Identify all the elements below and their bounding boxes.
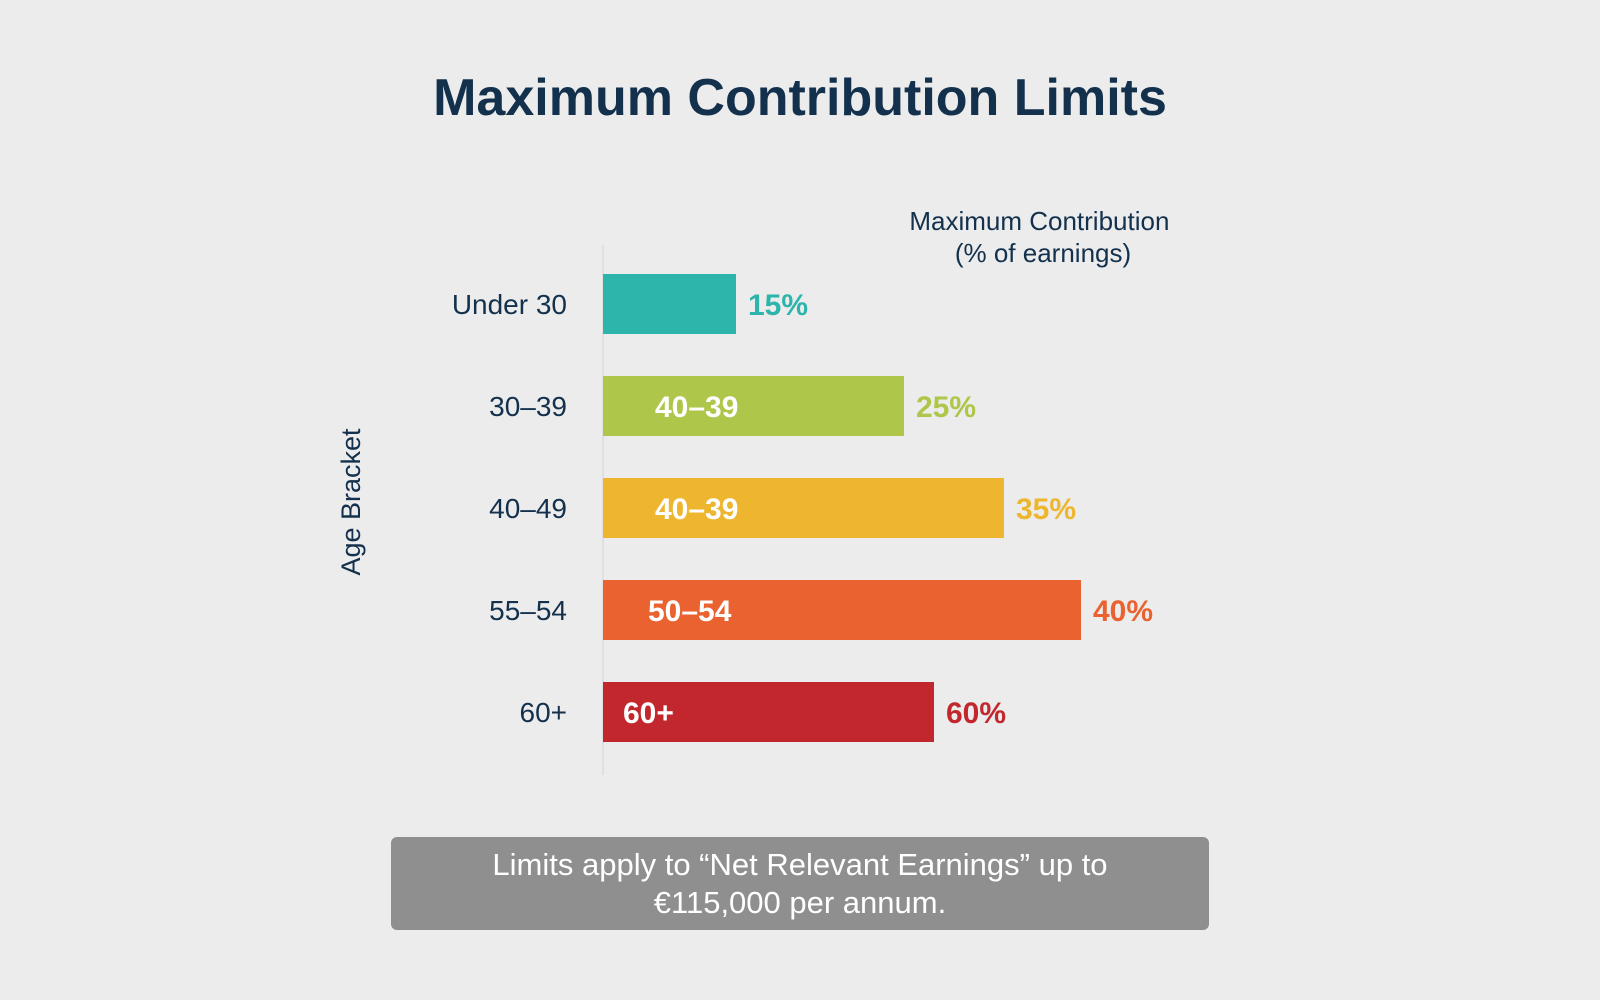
y-axis-label: Age Bracket [336, 428, 366, 576]
category-label: 40–49 [489, 493, 567, 524]
bar-inner-label: 50–54 [648, 595, 732, 628]
value-label: 15% [748, 289, 808, 322]
bar [603, 682, 934, 742]
bar-inner-label: 60+ [623, 697, 674, 730]
bar [603, 580, 1081, 640]
chart-title: Maximum Contribution Limits [433, 69, 1167, 127]
category-label: 30–39 [489, 391, 567, 422]
bar-inner-label: 40–39 [655, 391, 738, 424]
bar-inner-label: 40–39 [655, 493, 738, 526]
category-label: Under 30 [452, 289, 567, 320]
note-banner: Limits apply to “Net Relevant Earnings” … [391, 837, 1209, 930]
value-label: 60% [946, 697, 1006, 730]
x-axis-label-line-2: (% of earnings) [955, 238, 1131, 268]
category-label: 60+ [520, 697, 568, 728]
category-label: 55–54 [489, 595, 567, 626]
x-axis-label-line-1: Maximum Contribution [909, 206, 1169, 236]
note-text: Limits apply to “Net Relevant Earnings” … [492, 846, 1108, 920]
value-label: 25% [916, 391, 976, 424]
value-label: 40% [1093, 595, 1153, 628]
x-axis-label: Maximum Contribution (% of earnings) [909, 206, 1176, 268]
bars-group: Under 30 15% 30–39 40–39 25% 40–49 40–39 35% 55–… [452, 274, 1153, 742]
bar [603, 478, 1004, 538]
value-label: 35% [1016, 493, 1076, 526]
bar [603, 274, 736, 334]
bar [603, 376, 904, 436]
